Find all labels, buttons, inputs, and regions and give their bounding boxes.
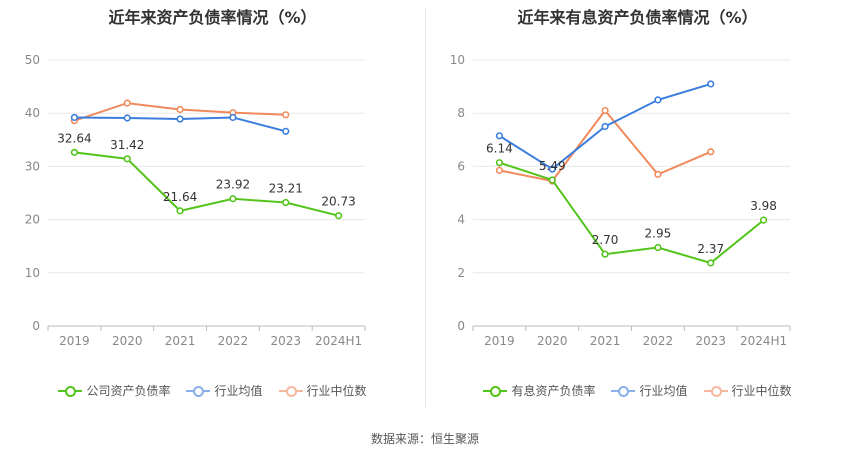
data-label: 23.92 — [216, 178, 250, 192]
line-chart-total-debt-ratio: 0 10 20 30 40 50 2019 2020 2021 2022 2023 2024H1 32.… — [25, 53, 366, 348]
legend-swatch-icon — [611, 385, 636, 397]
legend-swatch-icon — [278, 385, 303, 397]
x-tick-label: 2021 — [590, 334, 621, 348]
data-point[interactable] — [495, 159, 504, 167]
data-point[interactable] — [601, 106, 609, 115]
data-point[interactable] — [601, 122, 609, 131]
data-point[interactable] — [176, 207, 184, 215]
y-tick-label: 40 — [25, 106, 40, 120]
data-point[interactable] — [654, 96, 662, 104]
data-point[interactable] — [176, 105, 184, 114]
data-label: 3.98 — [750, 199, 777, 213]
data-point[interactable] — [334, 212, 343, 220]
data-point[interactable] — [548, 165, 556, 173]
legend-label: 行业均值 — [214, 384, 263, 398]
data-source-label: 数据来源：恒生聚源 — [370, 432, 479, 446]
data-point[interactable] — [123, 155, 131, 163]
data-label: 6.14 — [486, 142, 513, 156]
data-point[interactable] — [707, 80, 715, 88]
data-label: 2.70 — [592, 233, 619, 247]
data-label: 21.64 — [163, 190, 197, 204]
legend-item[interactable]: 行业中位数 — [703, 382, 792, 399]
y-tick-label: 0 — [32, 319, 40, 333]
data-point[interactable] — [176, 115, 184, 123]
data-point[interactable] — [707, 259, 715, 267]
series-line — [499, 108, 712, 183]
y-tick-label: 6 — [457, 159, 465, 173]
line-chart-interest-bearing-debt-ratio: 0 2 4 6 8 10 2019 2020 2021 2022 2023 2024H1 6.14 5.4… — [450, 53, 791, 348]
y-tick-label: 0 — [457, 319, 465, 333]
data-label: 32.64 — [57, 131, 91, 145]
data-point[interactable] — [123, 99, 131, 107]
legend-item[interactable]: 公司资产负债率 — [58, 382, 170, 399]
data-point[interactable] — [123, 114, 131, 122]
data-point[interactable] — [282, 127, 290, 135]
data-point[interactable] — [495, 166, 504, 174]
data-point[interactable] — [548, 176, 556, 184]
x-tick-label: 2023 — [695, 334, 726, 348]
data-point[interactable] — [495, 132, 504, 140]
legend-item[interactable]: 行业均值 — [611, 382, 688, 399]
legend-label: 行业均值 — [639, 384, 688, 398]
y-tick-label: 4 — [457, 213, 465, 227]
legend-swatch-icon — [483, 385, 508, 397]
y-tick-label: 50 — [25, 53, 40, 67]
data-point[interactable] — [70, 148, 79, 156]
x-tick-label: 2019 — [59, 334, 90, 348]
panel-divider — [425, 8, 426, 408]
data-label: 20.73 — [321, 195, 355, 209]
data-point[interactable] — [759, 216, 768, 224]
y-tick-label: 30 — [25, 159, 40, 173]
y-tick-label: 2 — [457, 266, 465, 280]
y-tick-label: 20 — [25, 213, 40, 227]
data-point[interactable] — [70, 113, 79, 122]
x-tick-label: 2019 — [484, 334, 515, 348]
x-tick-label: 2024H1 — [740, 334, 787, 348]
legend-item[interactable]: 有息资产负债率 — [483, 382, 595, 399]
x-tick-label: 2021 — [165, 334, 196, 348]
data-label: 2.95 — [645, 227, 672, 241]
data-label: 31.42 — [110, 138, 144, 152]
data-point[interactable] — [601, 250, 609, 258]
data-label: 5.49 — [539, 159, 566, 173]
chart-legend: 有息资产负债率 行业均值 行业中位数 — [425, 382, 850, 399]
data-label: 23.21 — [269, 182, 303, 196]
y-tick-label: 10 — [450, 53, 465, 67]
data-point[interactable] — [707, 148, 715, 156]
legend-label: 行业中位数 — [731, 384, 792, 398]
chart-panel-total-debt-ratio: 近年来资产负债率情况（%） 0 10 20 30 40 50 2019 2020 2021 202… — [0, 0, 425, 420]
data-point[interactable] — [654, 243, 662, 252]
y-tick-label: 10 — [25, 266, 40, 280]
legend-swatch-icon — [703, 385, 728, 397]
data-label: 2.37 — [697, 242, 724, 256]
data-point[interactable] — [282, 198, 290, 207]
legend-item[interactable]: 行业均值 — [186, 382, 263, 399]
legend-item[interactable]: 行业中位数 — [278, 382, 367, 399]
legend-label: 行业中位数 — [306, 384, 367, 398]
legend-swatch-icon — [58, 385, 83, 397]
x-tick-label: 2022 — [643, 334, 674, 348]
data-point[interactable] — [229, 195, 237, 203]
x-tick-label: 2022 — [218, 334, 249, 348]
chart-panel-interest-bearing-debt-ratio: 近年来有息资产负债率情况（%） 0 2 4 6 8 10 2019 2020 2021 2022 2… — [425, 0, 850, 420]
x-tick-label: 2020 — [537, 334, 568, 348]
chart-legend: 公司资产负债率 行业均值 行业中位数 — [0, 382, 425, 399]
legend-label: 有息资产负债率 — [511, 384, 596, 398]
data-point[interactable] — [282, 111, 290, 119]
series-line — [74, 151, 339, 217]
x-tick-label: 2023 — [270, 334, 301, 348]
chart-title: 近年来有息资产负债率情况（%） — [517, 8, 758, 27]
data-point[interactable] — [229, 113, 237, 122]
legend-label: 公司资产负债率 — [86, 384, 171, 398]
data-point[interactable] — [654, 170, 662, 178]
y-tick-label: 8 — [457, 106, 465, 120]
series-line — [499, 161, 765, 265]
x-tick-label: 2020 — [112, 334, 143, 348]
chart-title: 近年来资产负债率情况（%） — [108, 8, 317, 27]
x-tick-label: 2024H1 — [315, 334, 362, 348]
legend-swatch-icon — [186, 385, 211, 397]
